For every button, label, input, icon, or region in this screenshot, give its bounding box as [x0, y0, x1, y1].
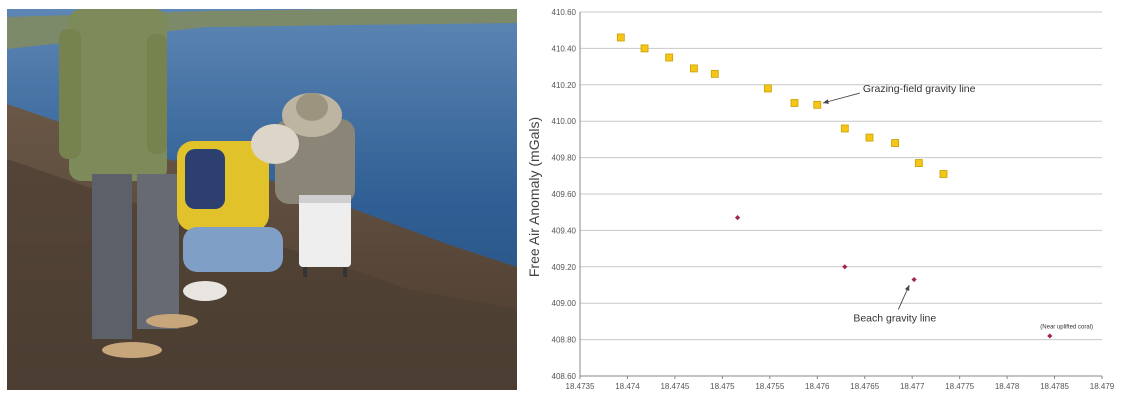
x-tick-label: 18.479 — [1090, 382, 1115, 391]
beach-point — [842, 264, 848, 270]
kneeling-person-hat — [275, 93, 355, 204]
x-tick-label: 18.475 — [710, 382, 735, 391]
grazing-field-point — [689, 64, 698, 73]
beach-point — [911, 276, 917, 283]
grazing-field-point — [764, 84, 772, 93]
grazing-field-point — [865, 133, 874, 142]
gravity-scatter-chart: 408.60 408.80 409.00 409.20 409.40 409.60 409.… — [526, 8, 1115, 391]
y-tick-labels: 408.60 408.80 409.00 409.20 409.40 409.60 409.… — [552, 8, 577, 381]
x-tick-label: 18.4735 — [566, 382, 595, 391]
x-tick-label: 18.4755 — [755, 382, 784, 391]
grazing-field-point — [640, 44, 649, 53]
x-tick-label: 18.477 — [900, 382, 925, 391]
x-tick-label: 18.476 — [805, 382, 830, 391]
arrowhead — [904, 285, 910, 291]
field-photo — [7, 9, 517, 390]
annotations: Grazing-field gravity line Beach gravity … — [822, 83, 1093, 331]
y-axis-label: Free Air Anomaly (mGals) — [526, 117, 542, 277]
y-tick-label: 409.20 — [552, 263, 577, 272]
y-tick-label: 408.80 — [552, 336, 577, 345]
data-points — [616, 33, 1053, 339]
x-tick-label: 18.478 — [995, 382, 1020, 391]
annotation-label: Grazing-field gravity line — [863, 83, 976, 95]
beach-point — [734, 215, 741, 221]
grazing-field-point — [914, 159, 923, 167]
x-tick-label: 18.4785 — [1040, 382, 1069, 391]
grazing-field-point — [616, 33, 625, 42]
y-tick-label: 410.00 — [552, 117, 577, 126]
x-tick-labels: 18.4735 18.474 18.4745 18.475 18.4755 18.476 1… — [566, 376, 1115, 391]
gravimeter — [299, 195, 351, 277]
x-tick-label: 18.4775 — [945, 382, 974, 391]
grazing-field-point — [891, 139, 899, 147]
y-tick-label: 409.40 — [552, 226, 577, 235]
grazing-field-point — [939, 170, 948, 178]
grazing-field-point — [790, 99, 799, 107]
x-tick-label: 18.4765 — [850, 382, 879, 391]
y-tick-label: 410.60 — [552, 8, 577, 17]
annotation-arrow — [822, 92, 860, 104]
grazing-field-point — [840, 124, 849, 133]
y-tick-label: 410.40 — [552, 44, 577, 53]
y-tick-label: 409.60 — [552, 190, 577, 199]
grazing-field-point — [710, 69, 719, 78]
annotation-label: (Near uplifted coral) — [1040, 325, 1093, 331]
annotation-label: Beach gravity line — [853, 312, 936, 324]
beach-point — [1047, 333, 1053, 339]
gridlines — [579, 11, 1102, 377]
x-tick-label: 18.474 — [615, 382, 640, 391]
y-tick-label: 410.20 — [552, 81, 577, 90]
grazing-field-point — [813, 100, 822, 109]
grazing-field-point — [665, 53, 674, 62]
arrowhead — [822, 99, 829, 104]
y-tick-label: 408.60 — [552, 372, 577, 381]
kneeling-person-yellow — [177, 124, 299, 301]
standing-man — [59, 9, 198, 358]
x-tick-label: 18.4745 — [660, 382, 689, 391]
y-tick-label: 409.00 — [552, 299, 577, 308]
y-tick-label: 409.80 — [552, 154, 577, 163]
